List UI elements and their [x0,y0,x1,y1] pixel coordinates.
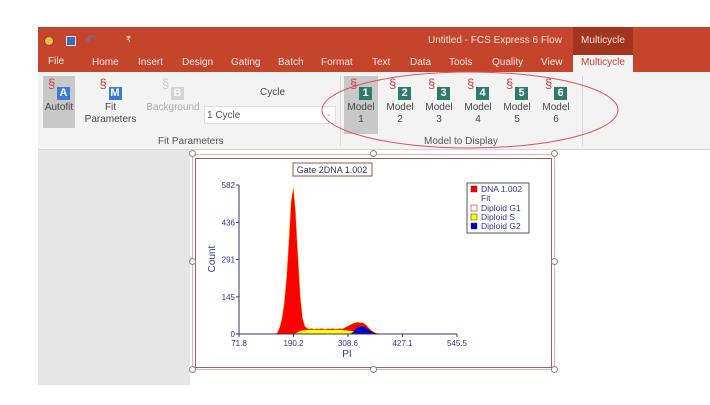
tab-gating[interactable]: Gating [231,57,261,68]
resize-handle[interactable] [189,258,196,265]
dna-a-icon: § A [48,77,70,100]
fit-parameters-group-label: Fit Parameters [158,136,224,147]
ribbon-tabs: File Home Insert Design Gating Batch For… [38,55,710,72]
dna-model-icon: § 2 [389,77,411,100]
tab-multicycle[interactable]: Multicycle [573,55,633,72]
resize-handle[interactable] [370,150,377,157]
model-4-button[interactable]: § 4 Model 4 [461,76,495,134]
resize-handle[interactable] [189,150,196,157]
cycle-select[interactable]: 1 Cycle ⌄ [204,106,336,124]
group-divider [340,76,341,146]
chevron-down-icon: ⌄ [325,109,332,118]
tab-home[interactable]: Home [92,57,119,68]
background-label: Background [146,102,200,113]
autofit-button[interactable]: § A Autofit [43,76,75,128]
resize-handle[interactable] [551,258,558,265]
customize-icon[interactable]: ₹ [126,35,132,44]
plot-frame[interactable] [195,158,552,368]
fit-parameters-button[interactable]: § M Fit Parameters [83,76,138,126]
document-canvas [189,150,710,385]
dna-m-icon: § M [99,76,122,100]
background-button: § B Background [144,76,202,114]
model-number: 3 [436,114,442,125]
app-window: ↶ ₹ Untitled - FCS Express 6 Flow Multic… [38,27,710,385]
window-title: Untitled - FCS Express 6 Flow [428,35,562,46]
parameters-label: Parameters [84,114,137,125]
model-number: 2 [397,114,403,125]
model-label: Model [347,102,375,113]
tab-file[interactable]: File [48,56,65,67]
cycle-value: 1 Cycle [207,110,241,121]
dna-model-icon: § 6 [545,77,567,100]
model-label: Model [425,102,453,113]
title-bar: ↶ ₹ Untitled - FCS Express 6 Flow Multic… [38,27,710,55]
tab-format[interactable]: Format [321,57,353,68]
resize-handle[interactable] [551,150,558,157]
tab-quality[interactable]: Quality [492,57,524,68]
model-label: Model [542,102,570,113]
tab-insert[interactable]: Insert [138,57,164,68]
model-2-button[interactable]: § 2 Model 2 [383,76,417,134]
model-6-button[interactable]: § 6 Model 6 [539,76,573,134]
resize-handle[interactable] [551,366,558,373]
tab-view[interactable]: View [541,57,563,68]
save-icon[interactable] [66,36,76,46]
tab-data[interactable]: Data [410,57,432,68]
model-number: 6 [553,114,559,125]
resize-handle[interactable] [189,366,196,373]
app-icon[interactable] [44,36,54,46]
autofit-label: Autofit [44,102,74,113]
model-label: Model [464,102,492,113]
dna-b-icon: § B [162,77,184,100]
model-label: Model [386,102,414,113]
model-3-button[interactable]: § 3 Model 3 [422,76,456,134]
tab-tools[interactable]: Tools [449,57,473,68]
context-tab-header: Multicycle [573,27,633,55]
dna-model-icon: § 5 [506,77,528,100]
cycle-label: Cycle [260,87,286,98]
undo-icon[interactable]: ↶ [85,32,96,47]
dna-model-icon: § 3 [428,77,450,100]
dna-model-icon: § 4 [467,77,489,100]
model-label: Model [503,102,531,113]
resize-handle[interactable] [370,366,377,373]
model-1-button[interactable]: § 1 Model 1 [344,76,378,134]
fit-label: Fit [104,102,117,113]
tab-design[interactable]: Design [182,57,214,68]
group-divider [582,76,583,146]
model-number: 4 [475,114,481,125]
model-number: 5 [514,114,520,125]
ribbon: § A Autofit § M Fit Parameters § B Backgrou… [38,72,710,150]
dna-model-icon: § 1 [350,77,372,100]
model-to-display-group-label: Model to Display [424,136,498,147]
tab-text[interactable]: Text [372,57,391,68]
model-5-button[interactable]: § 5 Model 5 [500,76,534,134]
model-number: 1 [358,114,364,125]
tab-batch[interactable]: Batch [278,57,304,68]
